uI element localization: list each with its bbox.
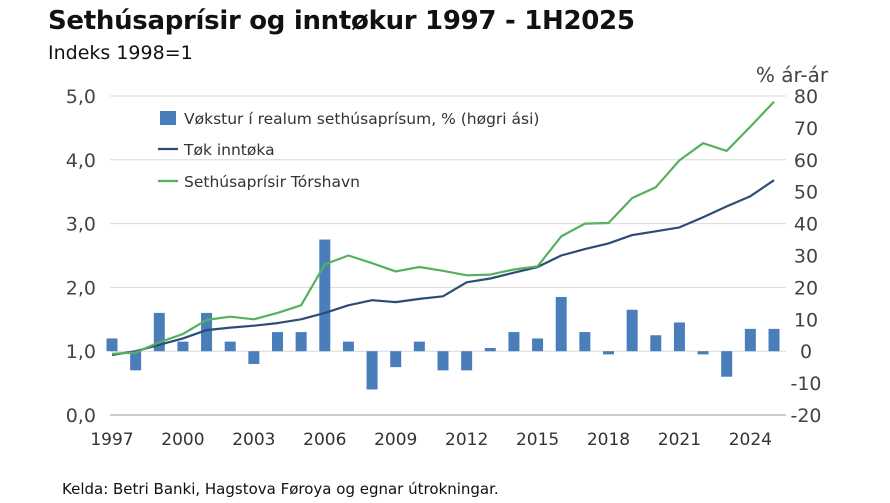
bar [248,351,260,364]
bar [437,351,449,371]
right-tick-label: 0 [800,341,812,363]
bar [106,338,118,352]
bar [390,351,402,368]
bar [413,341,425,352]
x-tick-label: 2018 [587,430,630,450]
bar [697,351,709,355]
bar [153,312,165,352]
bar [272,332,283,352]
right-tick-label: 80 [794,86,818,108]
bar [224,341,236,352]
bar [342,341,354,352]
right-tick-label: 50 [794,182,818,204]
line-seth-sapr-sir-t-rshavn [111,100,775,355]
right-tick-label: -20 [790,405,821,427]
bar [484,348,496,352]
x-tick-label: 2015 [516,430,559,450]
right-axis-label: % ár-ár [756,63,829,87]
source-note: Kelda: Betri Banki, Hagstova Føroya og e… [62,480,499,498]
right-tick-label: 30 [794,246,818,268]
bar-series [106,239,780,390]
legend-label: Vøkstur í realum sethúsaprísum, % (høgri… [184,110,539,128]
line-t-k-innt-ka [111,179,775,357]
bar [508,332,520,352]
right-tick-label: 40 [794,214,818,236]
left-tick-label: 5,0 [66,86,96,108]
bar [366,351,378,390]
right-tick-label: 70 [794,118,818,140]
bar [768,328,780,352]
bar [532,338,544,352]
bar [603,351,614,355]
legend-label: Tøk inntøka [183,141,275,159]
bar [721,351,733,377]
x-tick-label: 2009 [374,430,417,450]
right-tick-label: 20 [794,277,818,299]
bar [626,309,638,352]
x-tick-label: 2000 [161,430,204,450]
right-tick-label: 60 [794,150,818,172]
left-tick-label: 3,0 [66,214,96,236]
chart-title: Sethúsaprísir og inntøkur 1997 - 1H2025 [48,6,635,36]
axes: 0,0 1,0 2,0 3,0 4,0 5,0 -20 -10 0 10 20 30 40 50 60 70 8… [66,86,822,450]
bar [744,328,756,352]
chart-subtitle: Indeks 1998=1 [48,42,193,64]
right-tick-label: 10 [794,309,818,331]
bar [650,335,662,352]
x-tick-label: 2024 [729,430,772,450]
x-tick-label: 1997 [90,430,133,450]
bar [201,312,213,352]
left-tick-label: 0,0 [66,405,96,427]
bar [579,332,591,352]
bar [673,322,685,352]
bar [295,332,307,352]
left-tick-label: 1,0 [66,341,96,363]
x-tick-label: 2003 [232,430,275,450]
x-tick-label: 2021 [658,430,701,450]
bar [177,341,189,352]
right-tick-label: -10 [790,373,821,395]
x-tick-label: 2012 [445,430,488,450]
legend-label: Sethúsaprísir Tórshavn [184,173,360,191]
bar [130,351,142,371]
bar [461,351,473,371]
legend-swatch-bar [160,111,176,125]
x-tick-label: 2006 [303,430,346,450]
legend: Vøkstur í realum sethúsaprísum, % (høgri… [158,110,539,191]
left-tick-label: 4,0 [66,150,96,172]
left-tick-label: 2,0 [66,277,96,299]
bar [319,239,331,352]
bar [555,296,567,352]
line-series [111,100,775,357]
